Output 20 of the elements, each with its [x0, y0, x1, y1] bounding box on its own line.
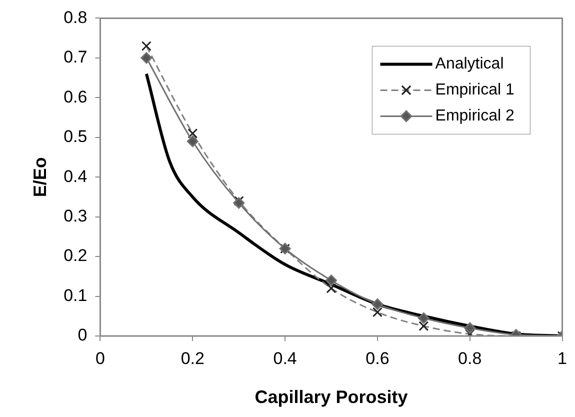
y-tick-label: 0.7: [64, 48, 88, 67]
y-tick-label: 0.5: [64, 127, 88, 146]
x-tick-label: 0.2: [180, 348, 204, 368]
x-tick-label: 1: [558, 348, 568, 368]
y-tick-label: 0.1: [64, 286, 88, 305]
y-tick-label: 0.3: [64, 206, 88, 226]
legend-label: Analytical: [435, 56, 504, 73]
x-tick-label: 0.6: [366, 348, 390, 368]
legend-label: Empirical 2: [435, 108, 515, 125]
x-tick-label: 0.8: [458, 348, 482, 368]
x-tick-label: 0.4: [273, 348, 297, 368]
y-tick-label: 0: [78, 326, 88, 345]
y-tick-label: 0.6: [64, 87, 88, 106]
x-tick-label: 0: [96, 348, 105, 368]
y-tick-label: 0.8: [64, 8, 88, 27]
y-tick-label: 0.2: [64, 246, 88, 266]
x-axis-title: Capillary Porosity: [254, 387, 408, 408]
y-tick-label: 0.4: [64, 166, 88, 186]
y-axis-title: E/Eo: [30, 157, 50, 198]
legend-label: Empirical 1: [435, 82, 515, 99]
